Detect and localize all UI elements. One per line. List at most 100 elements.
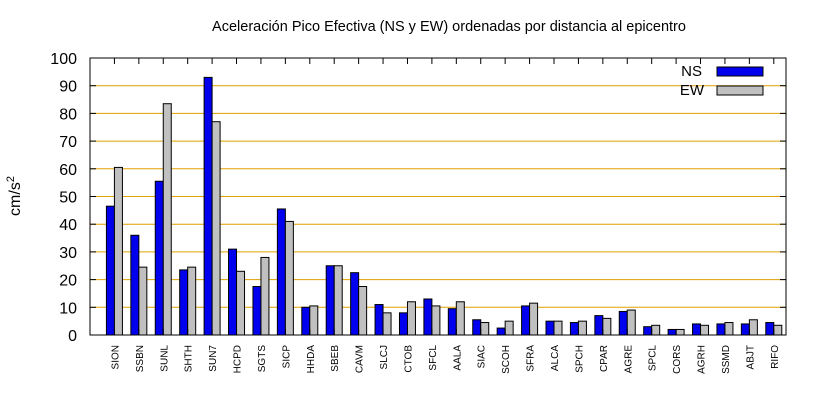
bar-ew	[162, 103, 172, 336]
bar-ns	[594, 315, 604, 336]
bar-ns	[643, 326, 653, 336]
bar-ew	[382, 312, 392, 336]
bar-ew	[700, 324, 710, 336]
y-tick-label: 10	[59, 300, 77, 317]
x-tick-label: SPCH	[574, 345, 585, 373]
bar-ns	[325, 265, 335, 336]
bar-ns	[667, 328, 677, 336]
bar-ns	[692, 323, 702, 336]
bar-ew	[529, 302, 539, 336]
bar-ew	[773, 324, 783, 336]
x-tick-label: SGTS	[257, 345, 268, 373]
x-tick-label: SSMD	[721, 345, 732, 374]
y-tick-label: 40	[59, 217, 77, 234]
bar-ns	[716, 323, 726, 336]
bar-ew	[236, 270, 246, 336]
x-tick-label: HCPD	[233, 345, 244, 373]
x-tick-label: SHTH	[184, 345, 195, 372]
bar-ns	[569, 322, 579, 336]
bar-ns	[276, 208, 286, 336]
y-axis-label: cm/s2	[5, 176, 24, 216]
bar-ns	[447, 308, 457, 336]
bar-ew	[406, 301, 416, 336]
y-tick-label: 100	[50, 51, 77, 68]
bar-ns	[154, 180, 164, 336]
y-tick-label: 70	[59, 134, 77, 151]
x-tick-label: SBEB	[330, 345, 341, 372]
bar-ew	[309, 305, 319, 336]
x-tick-label: ABJT	[745, 345, 756, 369]
bar-ew	[504, 320, 514, 336]
x-tick-label: SSBN	[135, 345, 146, 372]
bar-ns	[252, 286, 262, 336]
x-tick-label: SUNL	[159, 345, 170, 372]
bar-ew	[748, 319, 758, 336]
bar-ns	[740, 323, 750, 336]
legend-swatch-ns	[716, 66, 764, 77]
bar-ns	[496, 327, 506, 336]
x-tick-label: AALA	[452, 345, 463, 371]
bar-ew	[455, 301, 465, 336]
bar-ns	[130, 234, 140, 336]
bar-ns	[228, 248, 238, 336]
y-tick-label: 60	[59, 162, 77, 179]
x-tick-label: ALCA	[550, 345, 561, 371]
bar-ns	[203, 76, 213, 336]
x-tick-label: SION	[110, 345, 121, 369]
bar-ns	[545, 320, 555, 336]
bar-ns	[618, 310, 628, 336]
legend-swatch-ew	[716, 85, 764, 96]
bar-ew	[260, 256, 270, 336]
bar-ns	[374, 304, 384, 336]
x-tick-label: SPCL	[648, 345, 659, 372]
legend: NS EW	[680, 63, 764, 99]
bar-ew	[211, 121, 221, 336]
bar-ns	[521, 305, 531, 336]
bar-ns	[350, 272, 360, 336]
bar-ew	[113, 166, 123, 336]
bar-ew	[651, 324, 661, 336]
bar-ns	[179, 269, 189, 336]
x-tick-label: CTOB	[403, 345, 414, 373]
bar-ns	[398, 312, 408, 336]
x-tick-label: SICP	[281, 345, 292, 369]
x-tick-label: SLCJ	[379, 345, 390, 369]
x-tick-label: CORS	[672, 345, 683, 374]
bar-ns	[423, 298, 433, 336]
bar-ew	[626, 309, 636, 336]
bar-ew	[675, 328, 685, 336]
legend-label-ns: NS	[681, 63, 702, 80]
y-tick-label: 0	[68, 328, 77, 345]
bar-ew	[358, 286, 368, 336]
x-tick-label: CPAR	[599, 345, 610, 372]
x-tick-label: RIFO	[770, 345, 781, 369]
x-tick-label: SUN7	[208, 345, 219, 372]
x-tick-label: SCOH	[501, 345, 512, 374]
x-tick-label: SFCL	[428, 345, 439, 371]
bars	[105, 76, 783, 336]
bar-ns	[765, 322, 775, 336]
x-tick-label: AGRH	[697, 345, 708, 374]
x-tick-label: SFRA	[526, 345, 537, 372]
bar-ew	[602, 317, 612, 336]
x-tick-label: HHDA	[306, 345, 317, 374]
y-tick-label: 30	[59, 245, 77, 262]
bar-ns	[472, 319, 482, 336]
bar-ew	[431, 305, 441, 336]
y-tick-label: 20	[59, 273, 77, 290]
bar-ew	[480, 322, 490, 336]
bar-ew	[577, 320, 587, 336]
x-axis-ticks: SION SSBN SUNL SHTH SUN7 HCPD SGTS SICP HHDA SBEB…	[110, 58, 781, 374]
bar-ew	[333, 265, 343, 336]
x-tick-label: SIAC	[477, 345, 488, 368]
x-tick-label: AGRE	[623, 345, 634, 374]
y-tick-label: 80	[59, 106, 77, 123]
y-axis-ticks: 0 10 20 30 40 50 60 70 80 90 100	[50, 51, 786, 345]
bar-ns	[301, 306, 311, 336]
x-tick-label: CAVM	[355, 345, 366, 373]
legend-label-ew: EW	[680, 82, 705, 99]
bar-ew	[138, 266, 148, 336]
y-tick-label: 90	[59, 79, 77, 96]
bar-ew	[284, 220, 294, 336]
